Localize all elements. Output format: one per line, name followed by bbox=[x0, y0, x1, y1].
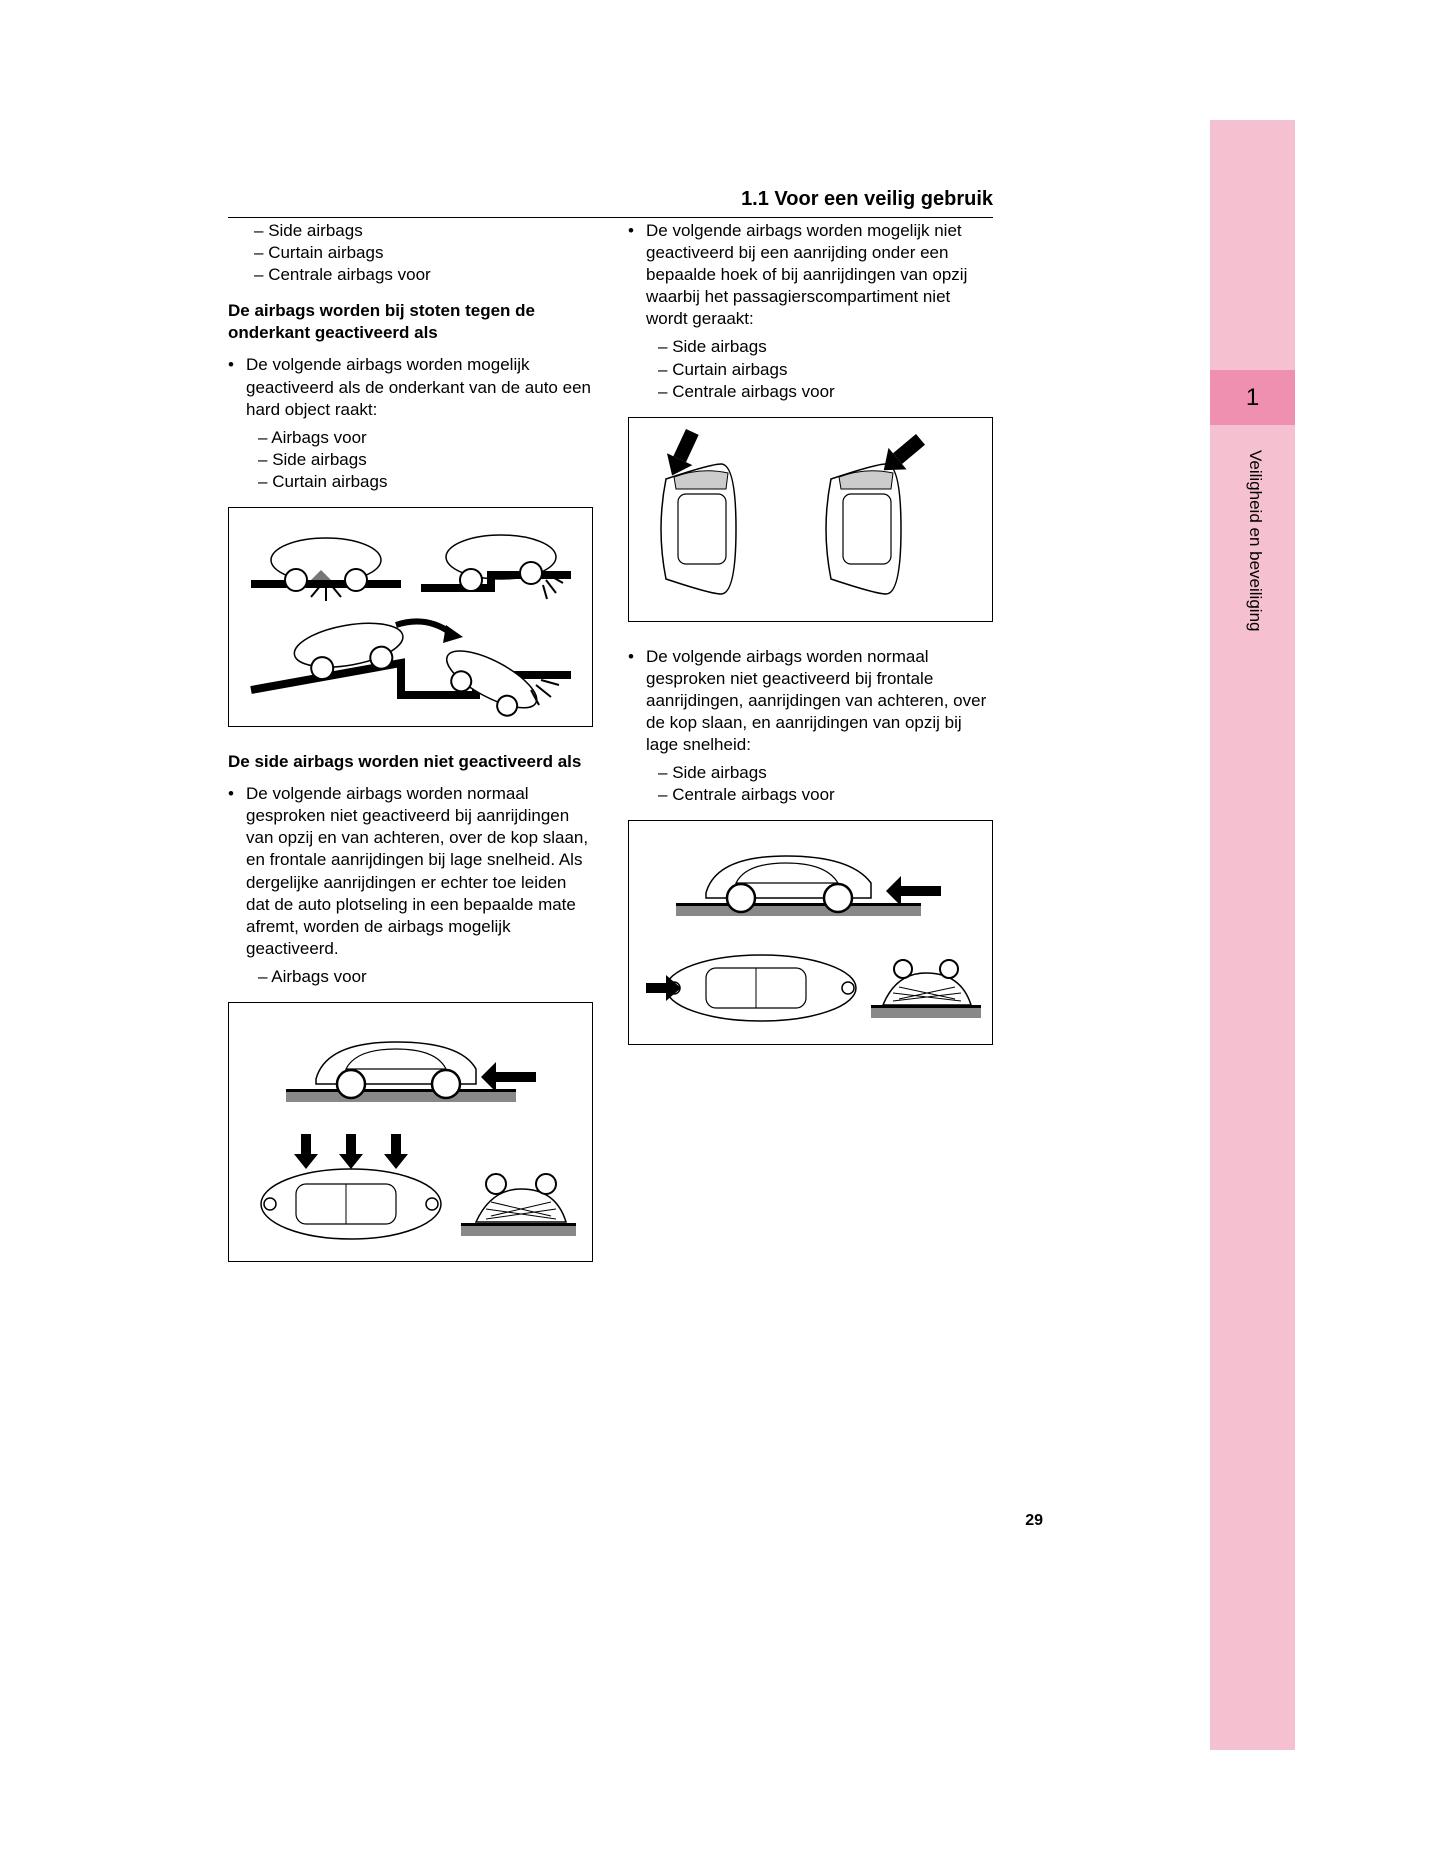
sub-dash-list: Airbags voor Side airbags Curtain airbag… bbox=[228, 427, 593, 493]
content-columns: Side airbags Curtain airbags Centrale ai… bbox=[228, 220, 993, 1286]
heading-side-not-activated: De side airbags worden niet geactiveerd … bbox=[228, 751, 593, 773]
bullet-text: De volgende airbags worden mogelijk geac… bbox=[246, 354, 593, 420]
bullet-icon: • bbox=[628, 220, 646, 330]
dash-item: Curtain airbags bbox=[658, 359, 993, 381]
dash-item: Airbags voor bbox=[258, 966, 593, 988]
illustration-side-not-activated bbox=[228, 1002, 593, 1262]
dash-item: Side airbags bbox=[658, 336, 993, 358]
section-header-text: 1.1 Voor een veilig gebruik bbox=[741, 188, 993, 210]
angled-impact-svg bbox=[631, 419, 991, 619]
bullet-icon: • bbox=[228, 354, 246, 420]
dash-item: Side airbags bbox=[254, 220, 593, 242]
illustration-angled-side-impact bbox=[628, 417, 993, 622]
chapter-title-vertical: Veiligheid en beveiliging bbox=[1245, 450, 1265, 631]
heading-underbody-activation: De airbags worden bij stoten tegen de on… bbox=[228, 300, 593, 344]
bullet-icon: • bbox=[228, 783, 246, 960]
bullet-block: • De volgende airbags worden normaal ges… bbox=[228, 783, 593, 960]
bullet-block: • De volgende airbags worden normaal ges… bbox=[628, 646, 993, 756]
right-column: • De volgende airbags worden mogelijk ni… bbox=[628, 220, 993, 1286]
chapter-tab-light bbox=[1210, 120, 1295, 1750]
manual-page: 1 Veiligheid en beveiliging 1.1 Voor een… bbox=[150, 120, 1295, 1750]
dash-item: Centrale airbags voor bbox=[658, 784, 993, 806]
illustration-underbody-impact bbox=[228, 507, 593, 727]
car-scenarios-svg bbox=[231, 1004, 591, 1259]
bullet-text: De volgende airbags worden normaal gespr… bbox=[246, 783, 593, 960]
chapter-tab-dark: 1 bbox=[1210, 370, 1295, 425]
dash-item: Centrale airbags voor bbox=[254, 264, 593, 286]
dash-item: Curtain airbags bbox=[254, 242, 593, 264]
no-side-airbag-svg bbox=[631, 823, 991, 1043]
sub-dash-list: Side airbags Centrale airbags voor bbox=[628, 762, 993, 806]
bullet-block: • De volgende airbags worden mogelijk ni… bbox=[628, 220, 993, 330]
bullet-block: • De volgende airbags worden mogelijk ge… bbox=[228, 354, 593, 420]
car-underbody-svg bbox=[231, 510, 591, 725]
illustration-no-side-airbag bbox=[628, 820, 993, 1045]
sub-dash-list: Side airbags Curtain airbags Centrale ai… bbox=[628, 336, 993, 402]
dash-item: Airbags voor bbox=[258, 427, 593, 449]
sub-dash-list: Airbags voor bbox=[228, 966, 593, 988]
dash-item: Curtain airbags bbox=[258, 471, 593, 493]
dash-item: Side airbags bbox=[658, 762, 993, 784]
page-number: 29 bbox=[1025, 1512, 1043, 1530]
bullet-text: De volgende airbags worden normaal gespr… bbox=[646, 646, 993, 756]
dash-item: Side airbags bbox=[258, 449, 593, 471]
dash-item: Centrale airbags voor bbox=[658, 381, 993, 403]
chapter-number: 1 bbox=[1246, 384, 1259, 412]
bullet-icon: • bbox=[628, 646, 646, 756]
bullet-text: De volgende airbags worden mogelijk niet… bbox=[646, 220, 993, 330]
section-header: 1.1 Voor een veilig gebruik bbox=[228, 188, 993, 218]
left-column: Side airbags Curtain airbags Centrale ai… bbox=[228, 220, 593, 1286]
intro-dash-list: Side airbags Curtain airbags Centrale ai… bbox=[228, 220, 593, 286]
